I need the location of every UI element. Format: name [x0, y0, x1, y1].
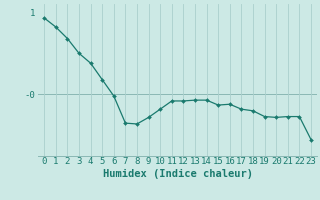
- X-axis label: Humidex (Indice chaleur): Humidex (Indice chaleur): [103, 169, 252, 179]
